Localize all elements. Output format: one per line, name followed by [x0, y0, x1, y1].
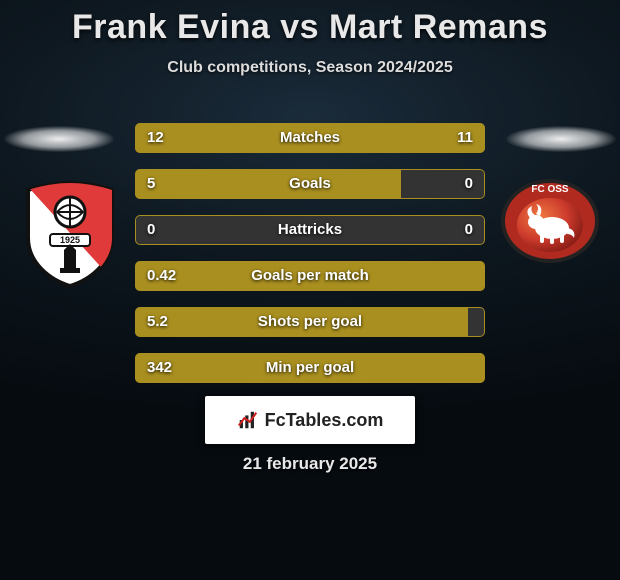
shadow-ellipse-right: [506, 126, 616, 152]
stat-row: 5.2Shots per goal: [135, 307, 485, 337]
stat-value-left: 0.42: [135, 261, 188, 291]
page-subtitle: Club competitions, Season 2024/2025: [0, 59, 620, 77]
stat-row: 1211Matches: [135, 123, 485, 153]
stat-track: [135, 169, 485, 199]
stat-value-left: 342: [135, 353, 184, 383]
stat-track: [135, 123, 485, 153]
stat-value-left: 5: [135, 169, 167, 199]
club-badge-right: FC OSS: [500, 178, 600, 264]
badge-right-club-text: FC OSS: [531, 184, 569, 195]
brand-text: FcTables.com: [265, 410, 384, 431]
brand-badge: FcTables.com: [205, 396, 415, 444]
chart-icon: [237, 409, 259, 431]
shadow-ellipse-left: [4, 126, 114, 152]
page-title: Frank Evina vs Mart Remans: [0, 0, 620, 47]
stat-value-left: 12: [135, 123, 176, 153]
comparison-card: Frank Evina vs Mart Remans Club competit…: [0, 0, 620, 580]
stat-row: 342Min per goal: [135, 353, 485, 383]
stat-value-left: 5.2: [135, 307, 180, 337]
stat-row: 0.42Goals per match: [135, 261, 485, 291]
stat-value-left: 0: [135, 215, 167, 245]
stat-value-right: [461, 353, 485, 383]
footer-date: 21 february 2025: [0, 454, 620, 474]
club-badge-left: 1925 FC EMMEN: [20, 178, 120, 288]
stat-value-right: [461, 307, 485, 337]
stat-track: [135, 307, 485, 337]
badge-left-year: 1925: [60, 235, 80, 245]
stat-value-right: 0: [453, 215, 485, 245]
stat-track: [135, 353, 485, 383]
stat-row: 50Goals: [135, 169, 485, 199]
stat-value-right: 0: [453, 169, 485, 199]
stat-value-right: [461, 261, 485, 291]
stats-container: 1211Matches50Goals00Hattricks0.42Goals p…: [135, 123, 485, 399]
stat-value-right: 11: [445, 123, 485, 153]
stat-row: 00Hattricks: [135, 215, 485, 245]
stat-track: [135, 215, 485, 245]
